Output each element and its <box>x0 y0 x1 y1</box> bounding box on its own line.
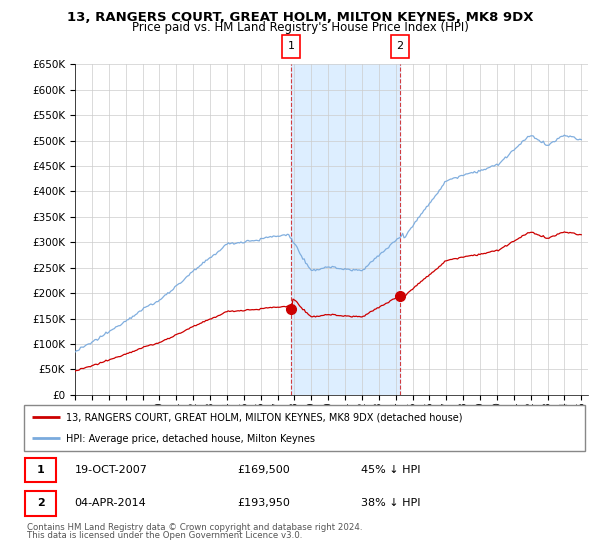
Text: 13, RANGERS COURT, GREAT HOLM, MILTON KEYNES, MK8 9DX: 13, RANGERS COURT, GREAT HOLM, MILTON KE… <box>67 11 533 25</box>
Text: 38% ↓ HPI: 38% ↓ HPI <box>361 498 420 508</box>
Text: 45% ↓ HPI: 45% ↓ HPI <box>361 465 420 475</box>
Text: 2: 2 <box>37 498 44 508</box>
Text: This data is licensed under the Open Government Licence v3.0.: This data is licensed under the Open Gov… <box>27 531 302 540</box>
Text: Contains HM Land Registry data © Crown copyright and database right 2024.: Contains HM Land Registry data © Crown c… <box>27 523 362 532</box>
FancyBboxPatch shape <box>25 458 56 482</box>
Text: 13, RANGERS COURT, GREAT HOLM, MILTON KEYNES, MK8 9DX (detached house): 13, RANGERS COURT, GREAT HOLM, MILTON KE… <box>66 413 463 423</box>
Text: 1: 1 <box>287 41 295 52</box>
Text: 19-OCT-2007: 19-OCT-2007 <box>74 465 148 475</box>
Text: 04-APR-2014: 04-APR-2014 <box>74 498 146 508</box>
Text: Price paid vs. HM Land Registry's House Price Index (HPI): Price paid vs. HM Land Registry's House … <box>131 21 469 35</box>
FancyBboxPatch shape <box>24 405 585 451</box>
Text: £193,950: £193,950 <box>237 498 290 508</box>
Text: HPI: Average price, detached house, Milton Keynes: HPI: Average price, detached house, Milt… <box>66 434 315 444</box>
Text: 2: 2 <box>396 41 403 52</box>
Text: 1: 1 <box>37 465 44 475</box>
FancyBboxPatch shape <box>25 491 56 516</box>
Bar <box>291 64 400 395</box>
Text: £169,500: £169,500 <box>237 465 290 475</box>
